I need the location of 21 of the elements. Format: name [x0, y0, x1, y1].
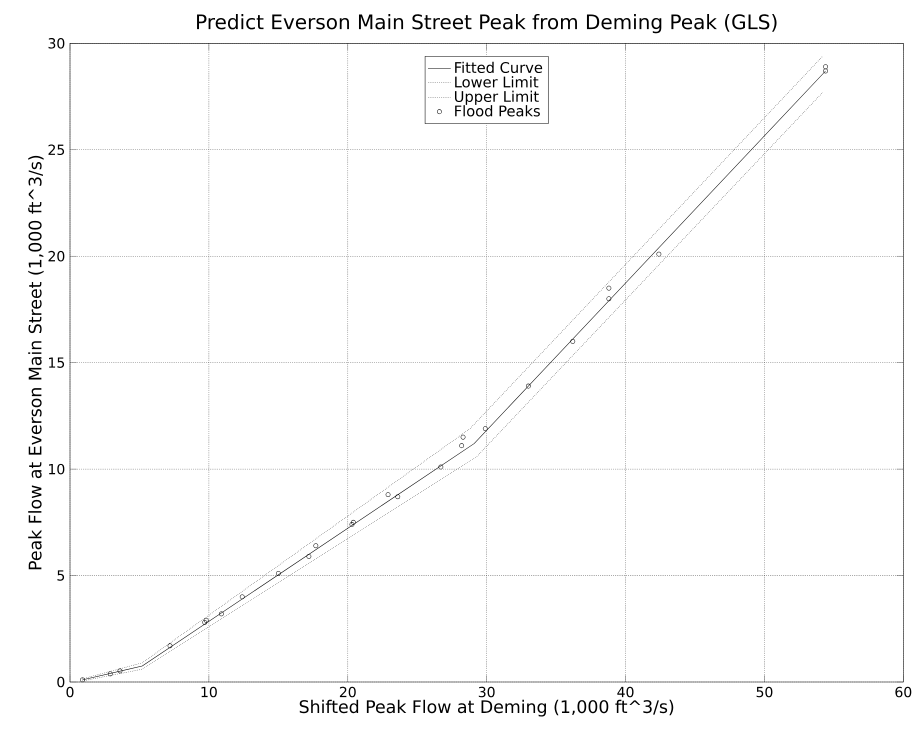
legend-label: Upper Limit	[454, 90, 539, 105]
y-tick-label: 10	[49, 464, 64, 474]
x-tick-label: 0	[66, 686, 74, 698]
x-tick-label: 10	[202, 686, 217, 698]
y-axis-title: Peak Flow at Everson Main Street (1,000 ft^3/s)	[28, 156, 44, 570]
x-tick-label: 40	[617, 686, 634, 698]
x-tick-label: 60	[895, 686, 912, 698]
legend-label: Flood Peaks	[455, 105, 540, 116]
y-tick-label: 0	[57, 676, 64, 688]
x-tick-label: 30	[478, 686, 495, 698]
legend-label: Lower Limit	[455, 76, 538, 88]
x-tick-label: 20	[340, 686, 356, 698]
y-tick-label: 20	[48, 250, 64, 262]
y-tick-label: 25	[48, 144, 64, 156]
x-tick-label: 50	[756, 686, 772, 698]
chart-title: Predict Everson Main Street Peak from Deming Peak (GLS)	[197, 14, 777, 34]
legend-label: Fitted Curve	[455, 62, 542, 74]
y-tick-label: 30	[48, 38, 64, 49]
y-tick-label: 15	[49, 357, 64, 368]
x-axis-title: Shifted Peak Flow at Deming (1,000 ft^3/s)	[300, 700, 674, 717]
y-tick-label: 5	[57, 570, 64, 581]
